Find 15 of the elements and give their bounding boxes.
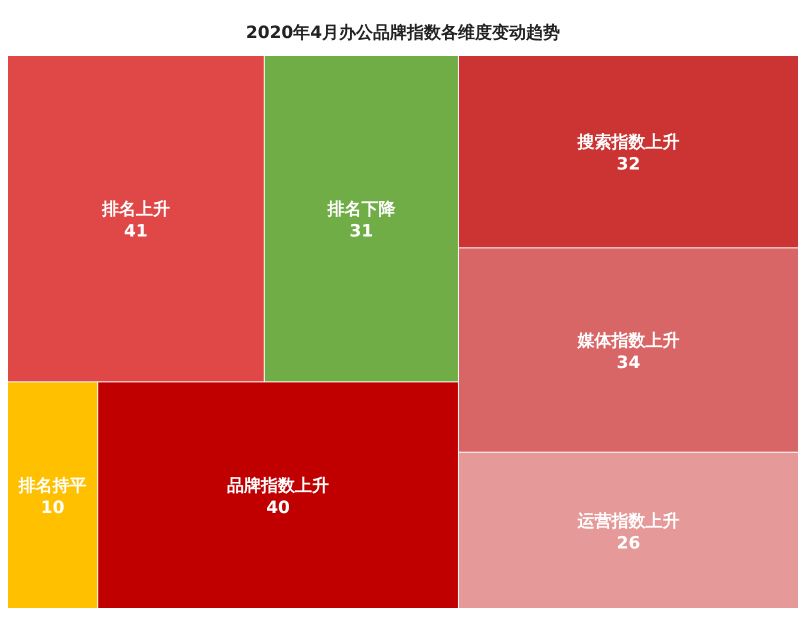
category-label: 运营指数上升 [576, 511, 680, 532]
data-label: 41 [124, 222, 148, 242]
category-label: 排名下降 [326, 200, 396, 220]
text: 2020年4月办公品牌指数各维度变动趋势 [246, 23, 560, 43]
data-label: 34 [616, 353, 640, 374]
data-label: 32 [616, 154, 640, 175]
data-label: 26 [616, 533, 640, 554]
category-label: 排名持平 [18, 476, 87, 496]
category-label: 搜索指数上升 [576, 132, 680, 153]
category-label: 品牌指数上升 [227, 476, 330, 496]
category-label: 排名上升 [100, 200, 170, 220]
data-label: 31 [350, 222, 374, 242]
data-label: 40 [266, 498, 290, 518]
category-label: 媒体指数上升 [576, 331, 680, 352]
data-label: 10 [40, 498, 65, 518]
